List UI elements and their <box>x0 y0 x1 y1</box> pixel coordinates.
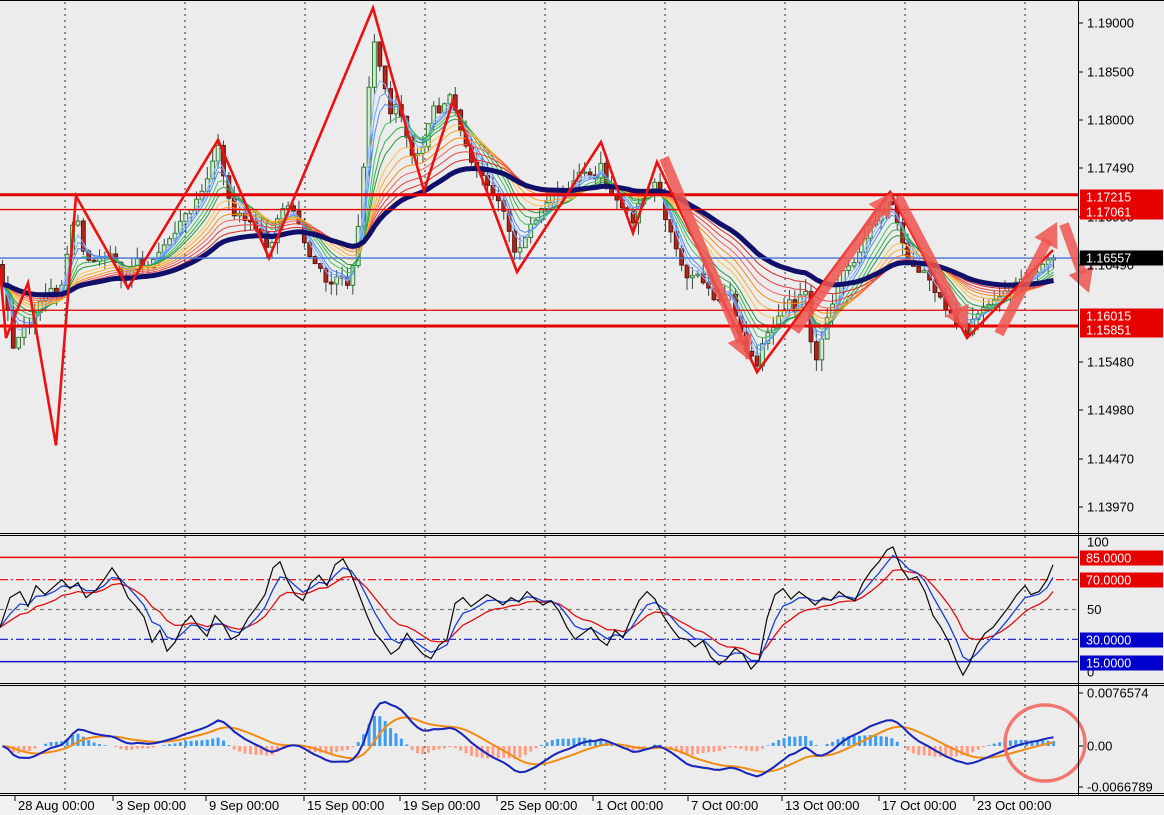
oscillator-scale-label: 100 <box>1087 535 1109 550</box>
price-label: 1.13970 <box>1087 500 1134 515</box>
macd-scale-label: -0.0066789 <box>1087 780 1153 795</box>
oscillator-50-label: 50 <box>1087 602 1101 617</box>
macd-scale-label: 0.00 <box>1087 739 1112 754</box>
price-label: 1.18000 <box>1087 113 1134 128</box>
price-label: 1.14470 <box>1087 452 1134 467</box>
highlight-circle[interactable] <box>1003 703 1087 783</box>
price-level-badge: 1.17215 <box>1086 191 1131 205</box>
oscillator-level-badge: 85.0000 <box>1086 552 1131 566</box>
price-level-badge: 1.16557 <box>1086 252 1131 266</box>
time-label: 7 Oct 00:00 <box>691 798 758 813</box>
time-label: 23 Oct 00:00 <box>977 798 1051 813</box>
thick-ma-line <box>1 166 1054 298</box>
oscillator-level-badge: 70.0000 <box>1086 574 1131 588</box>
time-label: 9 Sep 00:00 <box>209 798 279 813</box>
price-label: 1.15480 <box>1087 355 1134 370</box>
time-axis-labels: 28 Aug 00:00 3 Sep 00:00 9 Sep 00:00 15 Sep… <box>14 796 1051 813</box>
oscillator-mid-line <box>0 554 1054 662</box>
time-axis-strip <box>0 796 1164 815</box>
price-label: 1.17490 <box>1087 161 1134 176</box>
oscillator-level-badge: 15.0000 <box>1086 657 1131 671</box>
level-lines <box>0 193 1078 328</box>
macd-signal-line2 <box>2 716 1054 773</box>
oscillator-levels <box>0 556 1078 663</box>
price-level-badge: 1.17061 <box>1086 206 1131 220</box>
zigzag-line <box>0 4 1054 446</box>
price-level-badge: 1.15851 <box>1086 324 1131 338</box>
oscillator-level-badge: 30.0000 <box>1086 634 1131 648</box>
price-label: 1.19000 <box>1087 16 1134 31</box>
time-label: 17 Oct 00:00 <box>882 798 956 813</box>
oscillator-scale-label: 0 <box>1087 665 1094 680</box>
macd-scale-label: 0.0076574 <box>1087 686 1148 701</box>
time-label: 3 Sep 00:00 <box>116 798 186 813</box>
time-label: 19 Sep 00:00 <box>403 798 480 813</box>
time-label: 15 Sep 00:00 <box>307 798 384 813</box>
price-label: 1.18500 <box>1087 65 1134 80</box>
price-level-badge: 1.16015 <box>1086 310 1131 324</box>
macd-main-line <box>2 700 1054 778</box>
time-label: 25 Sep 00:00 <box>500 798 577 813</box>
time-label: 28 Aug 00:00 <box>18 798 95 813</box>
time-label: 1 Oct 00:00 <box>596 798 663 813</box>
trend-arrows[interactable] <box>659 156 1094 360</box>
panel-frames <box>0 0 1164 796</box>
price-label: 1.14980 <box>1087 403 1134 418</box>
oscillator-fast-line <box>0 546 1054 677</box>
time-label: 13 Oct 00:00 <box>785 798 859 813</box>
